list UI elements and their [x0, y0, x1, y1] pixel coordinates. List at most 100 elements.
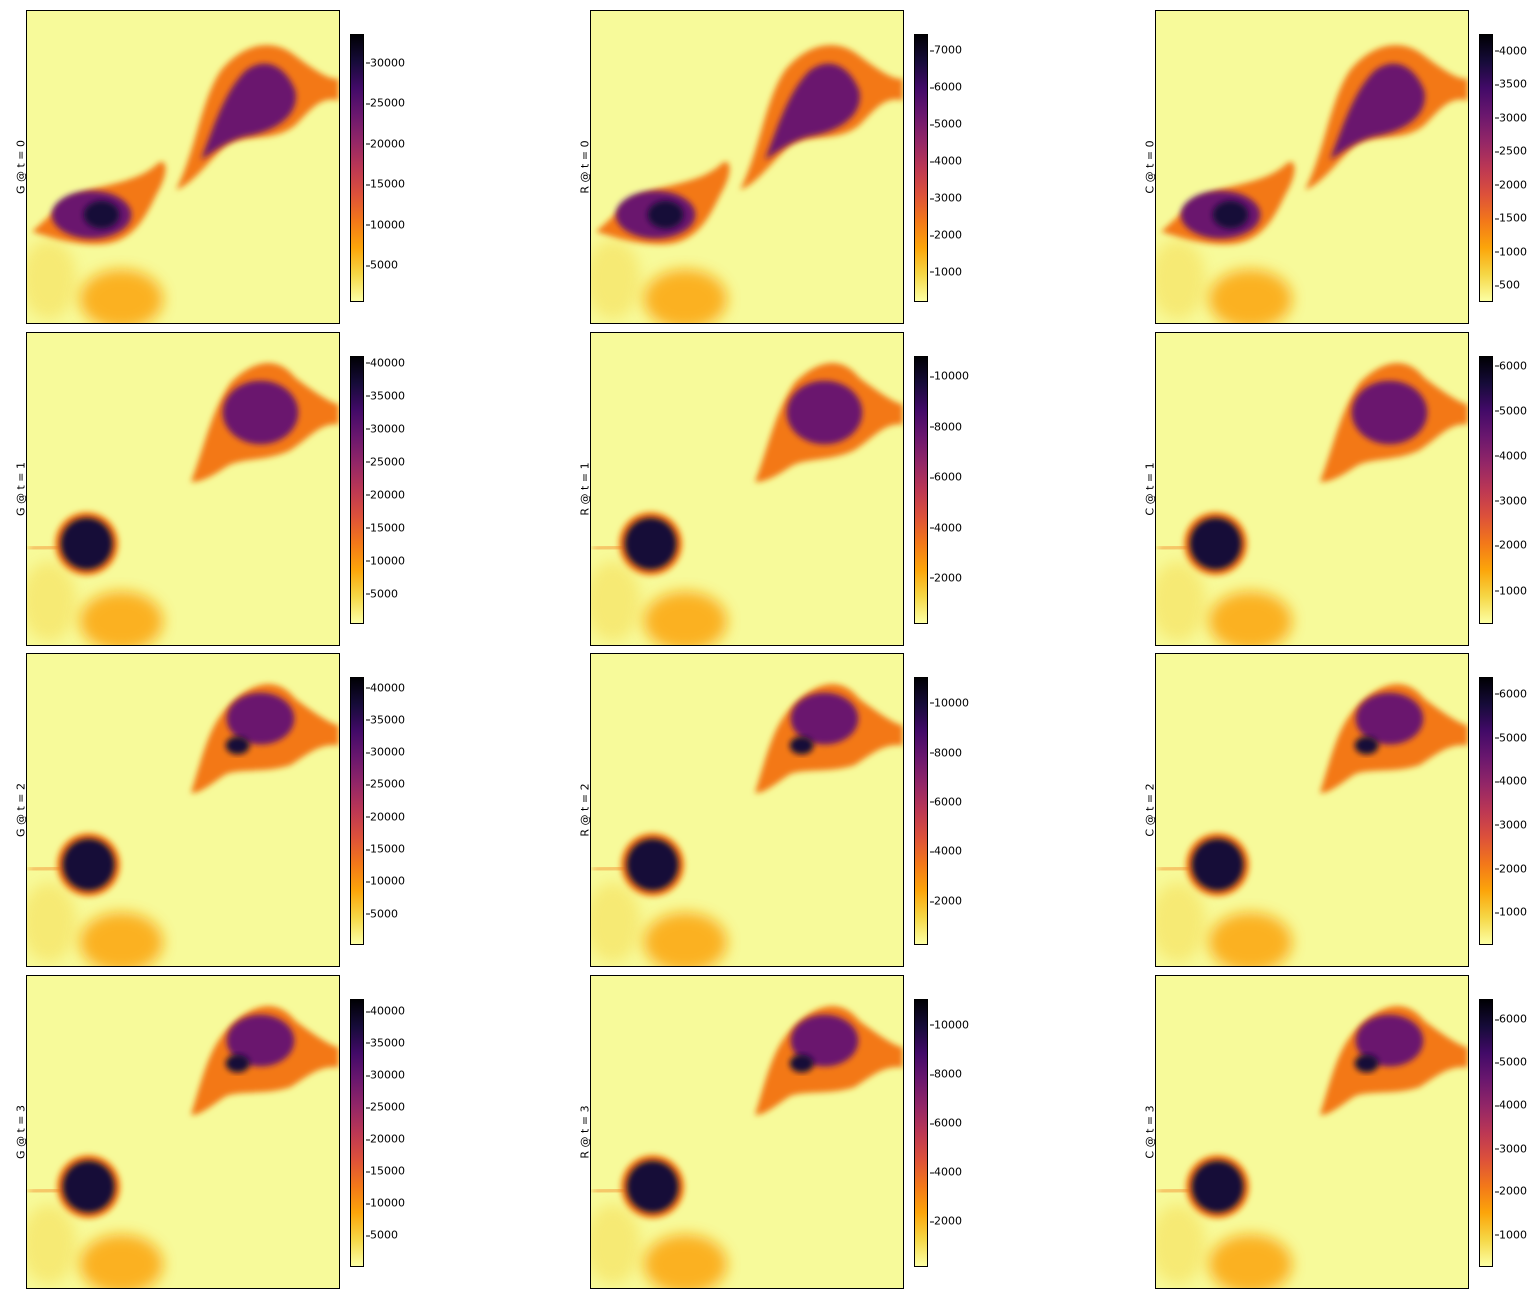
- colorbar-tick-label: 10000: [366, 874, 405, 888]
- microscopy-image: [1155, 653, 1469, 967]
- colorbar: [350, 999, 364, 1267]
- colorbar-tick-label: 35000: [366, 1036, 405, 1050]
- colorbar-ticks: 10000 8000 6000 4000 2000: [930, 677, 1004, 945]
- colorbar-tick-label: 3000: [930, 191, 962, 205]
- colorbar-tick-label: 5000: [1495, 731, 1527, 745]
- colorbar-tick-label: 2000: [930, 571, 962, 585]
- colorbar-tick-label: 6000: [930, 795, 962, 809]
- colorbar-tick-label: 4000: [1495, 44, 1527, 58]
- colorbar-ticks: 10000 8000 6000 4000 2000: [930, 356, 1004, 624]
- colorbar-tick-label: 10000: [930, 696, 969, 710]
- microscopy-image: [1155, 332, 1469, 646]
- microscopy-image: [26, 10, 340, 324]
- colorbar-tick-label: 40000: [366, 681, 405, 695]
- colorbar-tick-label: 25000: [366, 96, 405, 110]
- colorbar-tick-label: 6000: [930, 1116, 962, 1130]
- microscopy-image: [590, 653, 904, 967]
- colorbar-tick-label: 500: [1495, 278, 1520, 292]
- colorbar-tick-label: 15000: [366, 177, 405, 191]
- colorbar-tick-label: 4000: [1495, 1098, 1527, 1112]
- colorbar-tick-label: 7000: [930, 43, 962, 57]
- colorbar-tick-label: 2000: [1495, 538, 1527, 552]
- microscopy-image: [26, 332, 340, 646]
- colorbar-tick-label: 4000: [930, 844, 962, 858]
- microscopy-image: [590, 975, 904, 1289]
- colorbar-ticks: 6000 5000 4000 3000 2000 1000: [1495, 999, 1540, 1267]
- microscopy-image: [590, 332, 904, 646]
- colorbar: [350, 34, 364, 302]
- colorbar-tick-label: 40000: [366, 1004, 405, 1018]
- colorbar-tick-label: 6000: [930, 470, 962, 484]
- colorbar-tick-label: 15000: [366, 842, 405, 856]
- colorbar-tick-label: 5000: [366, 258, 398, 272]
- microscopy-image: [1155, 975, 1469, 1289]
- colorbar-tick-label: 15000: [366, 521, 405, 535]
- colorbar-tick-label: 30000: [366, 422, 405, 436]
- colorbar-tick-label: 8000: [930, 420, 962, 434]
- colorbar-tick-label: 4000: [930, 154, 962, 168]
- colorbar-tick-label: 5000: [366, 907, 398, 921]
- colorbar-tick-label: 4000: [930, 1165, 962, 1179]
- colorbar-tick-label: 25000: [366, 455, 405, 469]
- colorbar-tick-label: 4000: [930, 521, 962, 535]
- colorbar-tick-label: 3500: [1495, 77, 1527, 91]
- image-panel: C @ t = 0 4000 3500 3000 2500 2000 1500 1000 50…: [1144, 10, 1540, 330]
- colorbar-tick-label: 4000: [1495, 774, 1527, 788]
- colorbar: [1479, 356, 1493, 624]
- microscopy-image: [590, 10, 904, 324]
- colorbar-tick-label: 4000: [1495, 449, 1527, 463]
- colorbar-ticks: 6000 5000 4000 3000 2000 1000: [1495, 677, 1540, 945]
- colorbar-tick-label: 6000: [1495, 687, 1527, 701]
- colorbar-ticks: 30000 25000 20000 15000 10000 5000: [366, 34, 440, 302]
- colorbar-tick-label: 5000: [366, 1228, 398, 1242]
- colorbar: [350, 677, 364, 945]
- colorbar: [1479, 34, 1493, 302]
- colorbar-tick-label: 2000: [930, 894, 962, 908]
- colorbar-tick-label: 10000: [366, 218, 405, 232]
- colorbar-tick-label: 3000: [1495, 111, 1527, 125]
- colorbar-tick-label: 10000: [366, 554, 405, 568]
- colorbar-tick-label: 8000: [930, 1067, 962, 1081]
- microscopy-image: [26, 653, 340, 967]
- colorbar-ticks: 7000 6000 5000 4000 3000 2000 1000: [930, 34, 1004, 302]
- colorbar: [1479, 677, 1493, 945]
- colorbar-tick-label: 8000: [930, 746, 962, 760]
- colorbar-tick-label: 2000: [1495, 862, 1527, 876]
- colorbar-ticks: 40000 35000 30000 25000 20000 15000 10000 5000: [366, 999, 440, 1267]
- colorbar-tick-label: 30000: [366, 745, 405, 759]
- colorbar-tick-label: 20000: [366, 1132, 405, 1146]
- colorbar-tick-label: 5000: [1495, 404, 1527, 418]
- colorbar-tick-label: 10000: [930, 369, 969, 383]
- colorbar-tick-label: 10000: [930, 1018, 969, 1032]
- colorbar: [1479, 999, 1493, 1267]
- colorbar-tick-label: 6000: [930, 80, 962, 94]
- colorbar-tick-label: 1000: [930, 265, 962, 279]
- colorbar: [914, 356, 928, 624]
- colorbar-tick-label: 2000: [1495, 1184, 1527, 1198]
- colorbar-tick-label: 2500: [1495, 144, 1527, 158]
- image-panel: G @ t = 2 40000 35000 30000 25000 20000 15000…: [15, 653, 446, 973]
- colorbar-tick-label: 1000: [1495, 905, 1527, 919]
- colorbar-tick-label: 1000: [1495, 1228, 1527, 1242]
- colorbar-ticks: 4000 3500 3000 2500 2000 1500 1000 500: [1495, 34, 1540, 302]
- colorbar-tick-label: 10000: [366, 1196, 405, 1210]
- image-panel: C @ t = 3 6000 5000 4000 3000 2000 1000: [1144, 975, 1540, 1295]
- colorbar-tick-label: 20000: [366, 137, 405, 151]
- colorbar-tick-label: 1000: [1495, 245, 1527, 259]
- image-panel: G @ t = 3 40000 35000 30000 25000 20000 15000…: [15, 975, 446, 1295]
- colorbar-tick-label: 5000: [1495, 1055, 1527, 1069]
- colorbar-ticks: 40000 35000 30000 25000 20000 15000 10000 5000: [366, 356, 440, 624]
- colorbar-tick-label: 2000: [930, 1214, 962, 1228]
- image-panel: C @ t = 1 6000 5000 4000 3000 2000 1000: [1144, 332, 1540, 652]
- colorbar-tick-label: 25000: [366, 777, 405, 791]
- colorbar: [350, 356, 364, 624]
- colorbar-ticks: 40000 35000 30000 25000 20000 15000 10000 5000: [366, 677, 440, 945]
- colorbar-tick-label: 30000: [366, 56, 405, 70]
- colorbar-tick-label: 25000: [366, 1100, 405, 1114]
- colorbar-tick-label: 40000: [366, 356, 405, 370]
- colorbar-tick-label: 5000: [930, 117, 962, 131]
- colorbar-tick-label: 3000: [1495, 818, 1527, 832]
- colorbar-tick-label: 3000: [1495, 494, 1527, 508]
- colorbar-tick-label: 6000: [1495, 1012, 1527, 1026]
